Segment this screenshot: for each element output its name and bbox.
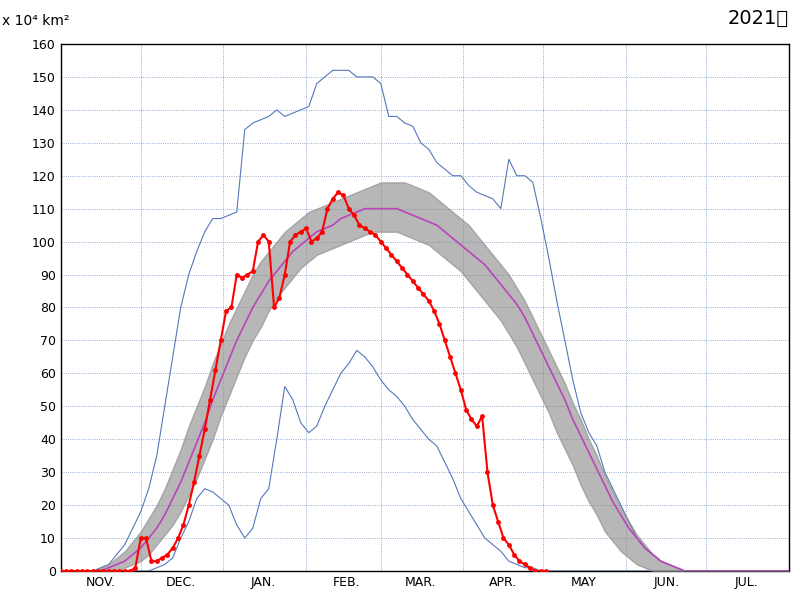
Text: 2021年: 2021年 — [728, 9, 789, 28]
Text: x 10⁴ km²: x 10⁴ km² — [2, 14, 70, 28]
